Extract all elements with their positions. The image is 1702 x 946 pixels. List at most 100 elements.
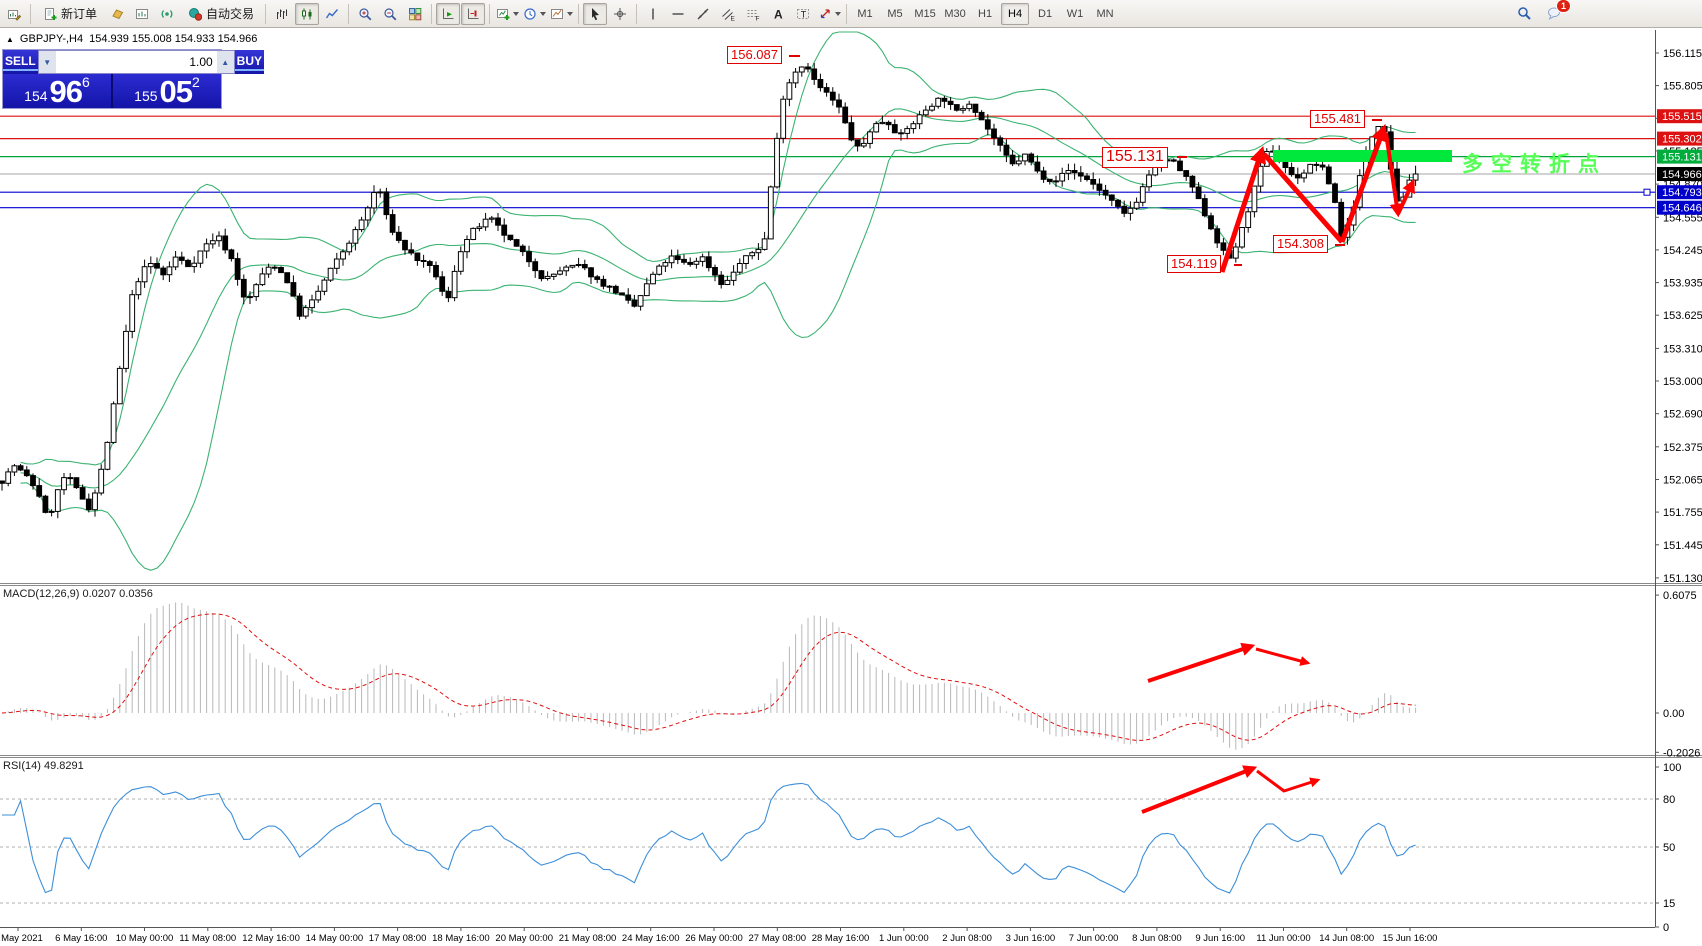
autotrading-button[interactable]: 自动交易 xyxy=(180,3,261,25)
periods-button[interactable] xyxy=(521,3,547,25)
chevron-down-icon xyxy=(513,11,520,16)
chart-shift-button[interactable] xyxy=(461,2,486,25)
auto-scroll-button[interactable] xyxy=(436,2,461,25)
text-label-button[interactable]: T xyxy=(791,3,815,25)
fibonacci-button[interactable]: F xyxy=(741,3,765,25)
templates-button[interactable] xyxy=(548,3,574,25)
svg-text:21 May 08:00: 21 May 08:00 xyxy=(559,933,617,944)
svg-text:6 May 16:00: 6 May 16:00 xyxy=(55,933,107,944)
price-annotation-154.308[interactable]: 154.308 xyxy=(1273,235,1328,253)
svg-text:15 Jun 16:00: 15 Jun 16:00 xyxy=(1383,933,1438,944)
bar-chart-mode-button[interactable] xyxy=(270,3,294,25)
sell-button[interactable]: SELL xyxy=(3,50,38,74)
trend-arrow[interactable] xyxy=(1141,765,1258,814)
svg-text:1 Jun 00:00: 1 Jun 00:00 xyxy=(879,933,929,944)
svg-text:11 Jun 00:00: 11 Jun 00:00 xyxy=(1256,933,1310,944)
trend-arrow[interactable] xyxy=(1256,769,1321,793)
volume-input[interactable] xyxy=(55,51,217,73)
timeframe-D1[interactable]: D1 xyxy=(1038,7,1053,20)
price-annotation-155.481[interactable]: 155.481 xyxy=(1310,110,1365,128)
timeframe-M1[interactable]: M1 xyxy=(857,7,873,20)
chart-window-button[interactable] xyxy=(130,3,154,25)
svg-text:155.515: 155.515 xyxy=(1662,111,1702,123)
text-tool-icon: A xyxy=(771,6,786,21)
trend-arrow[interactable] xyxy=(1262,152,1344,244)
text-button[interactable]: A xyxy=(766,3,790,25)
zoom-out-button[interactable] xyxy=(378,3,402,25)
trendline-button[interactable] xyxy=(691,3,715,25)
eraser-button[interactable] xyxy=(105,3,129,25)
timeframe-M15[interactable]: M15 xyxy=(914,7,936,20)
volume-decrease-button[interactable]: ▼ xyxy=(38,51,56,73)
volume-increase-button[interactable]: ▲ xyxy=(216,51,234,73)
clock-icon xyxy=(522,6,537,21)
rsi-indicator-label: RSI(14) 49.8291 xyxy=(3,760,84,772)
arrow-tools-icon xyxy=(817,6,832,21)
svg-text:155.131: 155.131 xyxy=(1662,152,1702,164)
trend-arrow[interactable] xyxy=(1255,647,1311,666)
tile-windows-button[interactable] xyxy=(403,3,427,25)
zoom-in-button[interactable] xyxy=(353,3,377,25)
svg-text:-0.2026: -0.2026 xyxy=(1663,747,1700,759)
cursor-button[interactable] xyxy=(583,2,608,25)
toolbar-separator xyxy=(265,3,267,24)
vertical-line-button[interactable] xyxy=(641,3,665,25)
arrows-button[interactable] xyxy=(816,3,842,25)
svg-text:8 Jun 08:00: 8 Jun 08:00 xyxy=(1132,933,1182,944)
candle-chart-mode-button[interactable] xyxy=(295,2,320,25)
chart-pencil-icon xyxy=(7,6,22,21)
svg-text:17 May 08:00: 17 May 08:00 xyxy=(369,933,427,944)
new-order-button[interactable]: 新订单 xyxy=(35,3,104,25)
new-order-icon xyxy=(42,6,57,21)
note-text-annotation[interactable]: 多空转折点 xyxy=(1462,153,1607,176)
timeframe-M5[interactable]: M5 xyxy=(887,7,903,20)
timeframe-H1[interactable]: H1 xyxy=(978,7,993,20)
trend-arrow[interactable] xyxy=(1396,178,1415,215)
trend-arrow[interactable] xyxy=(1384,132,1404,218)
autotrading-label: 自动交易 xyxy=(206,7,255,21)
svg-text:100: 100 xyxy=(1663,762,1681,774)
channel-button[interactable]: E xyxy=(716,3,740,25)
notifications-button[interactable]: 1 xyxy=(1542,0,1571,24)
timeframe-MN[interactable]: MN xyxy=(1096,7,1114,20)
timeframe-H4[interactable]: H4 xyxy=(1001,2,1030,25)
trend-arrow[interactable] xyxy=(1147,642,1256,683)
auto-scroll-icon xyxy=(441,6,456,21)
line-chart-mode-button[interactable] xyxy=(320,3,344,25)
ohlc-values: 154.939 155.008 154.933 154.966 xyxy=(89,33,258,45)
price-annotation-154.119[interactable]: 154.119 xyxy=(1167,255,1222,273)
horizontal-line-button[interactable] xyxy=(666,3,690,25)
crosshair-button[interactable] xyxy=(608,3,632,25)
svg-text:11 May 08:00: 11 May 08:00 xyxy=(179,933,236,944)
autotrading-icon xyxy=(187,6,202,21)
svg-text:156.115: 156.115 xyxy=(1663,48,1702,60)
signals-button[interactable] xyxy=(155,3,179,25)
chevron-down-icon xyxy=(835,11,842,16)
svg-text:9 Jun 16:00: 9 Jun 16:00 xyxy=(1195,933,1245,944)
new-order-label: 新订单 xyxy=(61,7,98,21)
trend-arrow[interactable] xyxy=(1339,124,1388,243)
search-button[interactable] xyxy=(1512,2,1536,24)
price-annotation-155.131[interactable]: 155.131 xyxy=(1102,147,1168,168)
price-annotation-156.087[interactable]: 156.087 xyxy=(727,46,782,64)
cursor-icon xyxy=(588,6,603,21)
chart-edit-button[interactable] xyxy=(2,3,26,25)
svg-text:14 May 00:00: 14 May 00:00 xyxy=(306,933,364,944)
chevron-down-icon xyxy=(567,11,574,16)
fibonacci-icon: F xyxy=(746,6,761,21)
sell-price-display[interactable]: 154 96 6 xyxy=(3,74,111,108)
indicators-button[interactable] xyxy=(494,3,520,25)
chart-shift-icon xyxy=(466,6,481,21)
buy-button[interactable]: BUY xyxy=(234,50,265,74)
svg-text:152.375: 152.375 xyxy=(1663,442,1702,454)
svg-text:14 Jun 08:00: 14 Jun 08:00 xyxy=(1319,933,1374,944)
trend-arrow[interactable] xyxy=(1219,145,1267,273)
timeframe-W1[interactable]: W1 xyxy=(1066,7,1084,20)
toolbar-separator xyxy=(846,3,848,24)
buy-price-display[interactable]: 155 05 2 xyxy=(113,74,221,108)
svg-text:151.130: 151.130 xyxy=(1663,573,1702,585)
timeframe-M30[interactable]: M30 xyxy=(944,7,966,20)
text-label-icon: T xyxy=(796,6,811,21)
svg-text:153.310: 153.310 xyxy=(1663,343,1702,355)
